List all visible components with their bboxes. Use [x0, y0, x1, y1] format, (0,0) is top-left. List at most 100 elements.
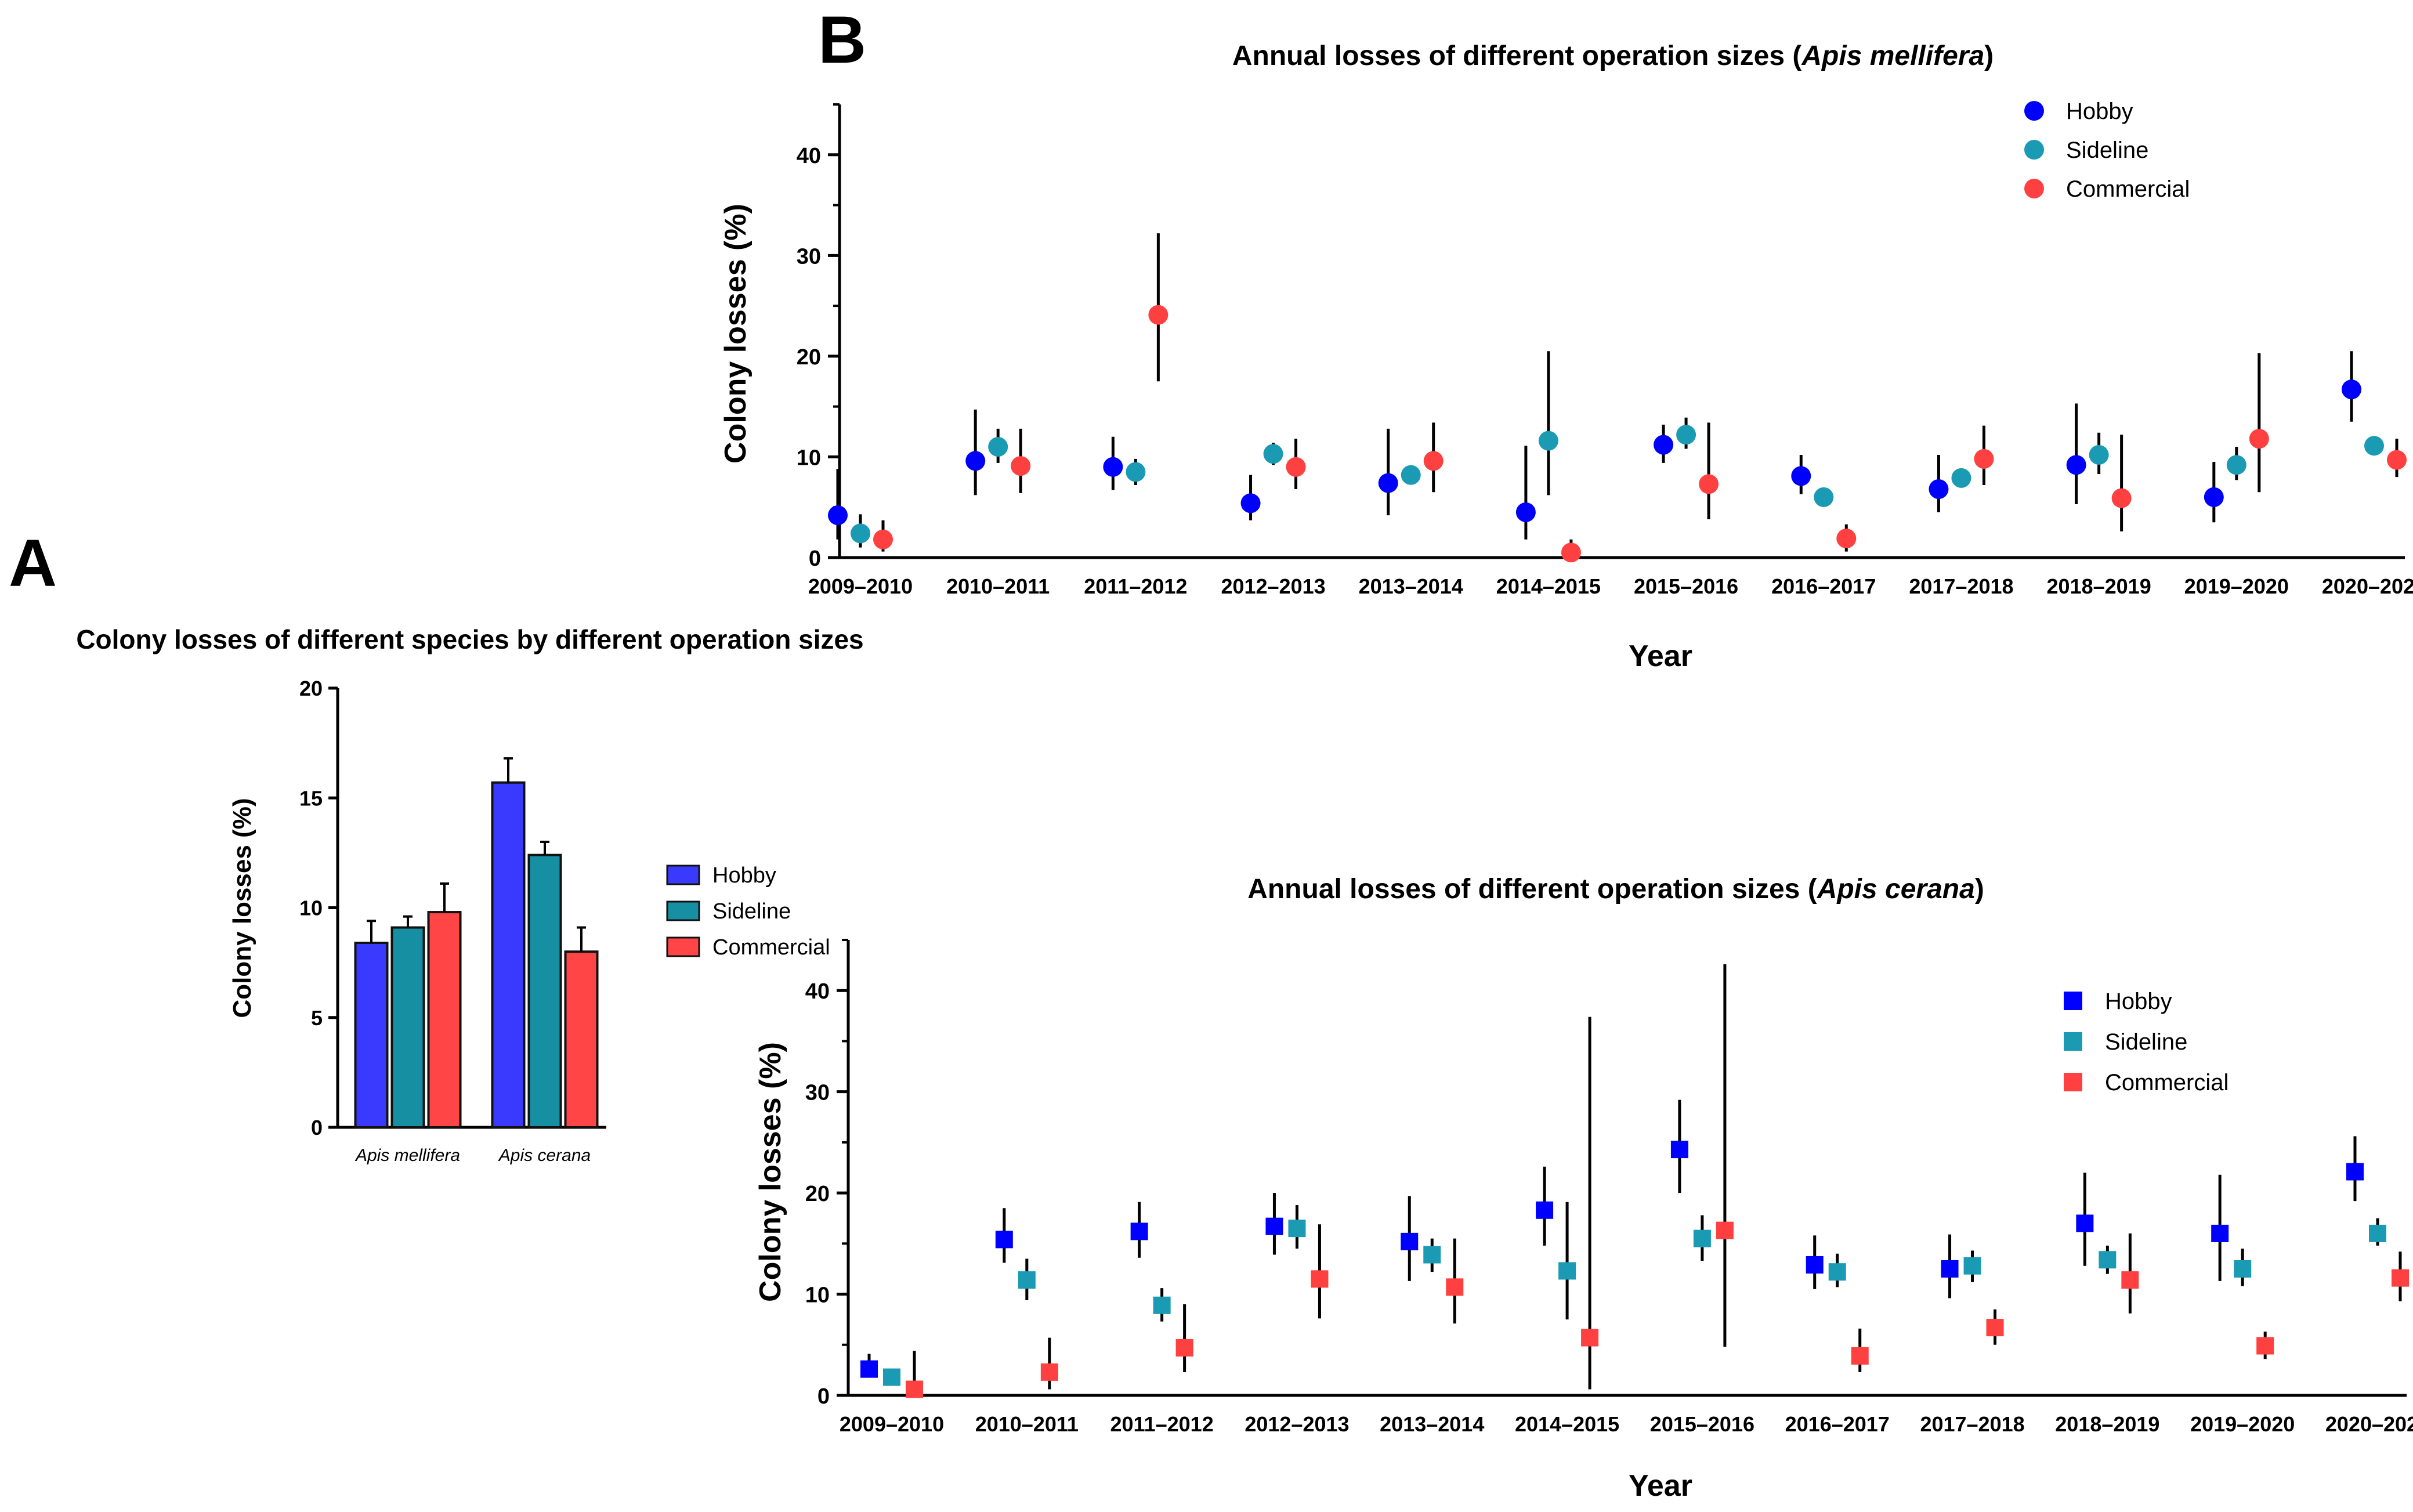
b1-x-tick-label: 2016–2017 — [1771, 574, 1876, 598]
b1-point-commercial — [1286, 457, 1306, 477]
b2-point-sideline — [1558, 1262, 1576, 1280]
b2-y-tick-label: 40 — [805, 979, 830, 1004]
b2-point-hobby — [995, 1231, 1013, 1249]
b1-point-commercial — [2111, 488, 2132, 508]
b2-x-tick-label: 2011–2012 — [1110, 1412, 1214, 1436]
panel-b1-title-suffix: ) — [1984, 41, 1994, 71]
b2-point-sideline — [1153, 1296, 1171, 1314]
b1-point-sideline — [1814, 487, 1834, 507]
b1-y-tick-label: 10 — [797, 446, 821, 470]
b2-point-hobby — [1401, 1232, 1419, 1250]
b1-point-sideline — [1538, 431, 1558, 451]
b1-x-tick-label: 2011–2012 — [1084, 574, 1187, 598]
b2-y-tick-label: 0 — [817, 1384, 830, 1409]
b2-x-tick-label: 2014–2015 — [1515, 1412, 1619, 1436]
b2-point-sideline — [2099, 1251, 2117, 1269]
b1-point-hobby — [1654, 435, 1674, 455]
legend-label-sideline: Sideline — [2066, 138, 2148, 163]
b2-point-sideline — [1963, 1257, 1981, 1275]
b2-x-tick-label: 2016–2017 — [1785, 1412, 1890, 1436]
panel-b2-marks — [860, 964, 2409, 1398]
legend-swatch-hobby — [666, 864, 700, 885]
legend-marker-hobby — [2024, 101, 2044, 121]
b1-point-hobby — [1929, 479, 1949, 499]
b1-point-sideline — [851, 523, 870, 544]
legend-marker-commercial — [2064, 1073, 2082, 1091]
b2-x-tick-label: 2009–2010 — [840, 1412, 944, 1436]
panel-b2-x-axis-label: Year — [1629, 1469, 1692, 1503]
b1-point-sideline — [1676, 425, 1696, 445]
b1-point-commercial — [1836, 529, 1857, 549]
b2-point-commercial — [906, 1380, 923, 1398]
legend-label-commercial: Commercial — [2105, 1070, 2229, 1095]
panel-b1-y-axis-label: Colony losses (%) — [719, 204, 753, 464]
panel-b-cerana-chart: Annual losses of different operation siz… — [754, 874, 2413, 1503]
legend-marker-hobby — [2064, 992, 2082, 1010]
b1-x-tick-label: 2009–2010 — [808, 574, 913, 598]
b1-point-hobby — [1791, 466, 1811, 486]
panel-a-bar-chart: Colony losses of different species by di… — [76, 624, 863, 1165]
panel-letter-b: B — [818, 3, 866, 77]
legend-label-hobby: Hobby — [2105, 989, 2172, 1014]
b2-point-commercial — [1311, 1270, 1329, 1288]
panel-a-y-tick-label: 15 — [299, 786, 323, 810]
legend-marker-commercial — [2024, 179, 2044, 198]
b1-y-tick-label: 40 — [797, 144, 821, 168]
b1-x-tick-label: 2020–2021 — [2322, 574, 2413, 598]
b1-point-commercial — [2249, 429, 2269, 449]
b1-point-sideline — [1401, 465, 1421, 485]
b1-y-tick-label: 0 — [809, 547, 821, 571]
b2-point-sideline — [2369, 1224, 2386, 1242]
b1-point-commercial — [1699, 474, 1719, 494]
panel-a-bar-hobby — [354, 942, 389, 1129]
panel-a-y-tick-label: 0 — [311, 1116, 323, 1140]
b1-y-tick-label: 30 — [797, 244, 821, 269]
b1-y-tick-label: 20 — [797, 345, 821, 370]
b1-x-tick-label: 2015–2016 — [1634, 574, 1738, 598]
b2-point-hobby — [1265, 1217, 1283, 1235]
legend-marker-sideline — [2064, 1032, 2082, 1051]
b1-point-commercial — [1423, 451, 1444, 471]
b1-point-commercial — [2387, 450, 2407, 470]
b2-x-tick-label: 2018–2019 — [2055, 1412, 2159, 1436]
b2-x-tick-label: 2010–2011 — [975, 1412, 1079, 1436]
panel-a-category-label: Apis mellifera — [354, 1146, 460, 1165]
b1-point-commercial — [1561, 542, 1581, 563]
b2-point-commercial — [1040, 1363, 1058, 1381]
b2-x-tick-label: 2012–2013 — [1245, 1412, 1349, 1436]
legend-label-hobby: Hobby — [712, 863, 776, 888]
b2-point-hobby — [1941, 1260, 1959, 1278]
panel-b2-axes: 0 10 20 30 40 2009–2010 2010–2011 2011–2012 2012… — [805, 939, 2413, 1436]
b1-point-hobby — [965, 451, 986, 471]
panel-b1-title: Annual losses of different operation siz… — [1232, 41, 1994, 71]
b2-point-commercial — [1175, 1339, 1193, 1357]
b1-x-tick-label: 2012–2013 — [1221, 574, 1325, 598]
panel-letter-a: A — [9, 526, 57, 601]
b1-point-hobby — [1378, 473, 1398, 493]
panel-a-bar-sideline — [390, 926, 425, 1128]
b1-point-hobby — [2066, 455, 2086, 475]
b1-x-tick-label: 2018–2019 — [2047, 574, 2151, 598]
panel-b2-title-suffix: ) — [1975, 874, 1984, 905]
legend-label-hobby: Hobby — [2066, 99, 2133, 124]
panel-a-bar-hobby — [491, 781, 526, 1128]
b1-point-sideline — [1263, 444, 1283, 464]
b2-point-commercial — [2392, 1269, 2409, 1287]
b2-point-sideline — [1288, 1220, 1306, 1238]
panel-a-legend: Hobby Sideline Commercial — [666, 863, 830, 960]
b1-point-sideline — [988, 437, 1008, 457]
b2-point-sideline — [883, 1368, 900, 1386]
b1-point-hobby — [2204, 487, 2224, 507]
b2-x-tick-label: 2017–2018 — [1920, 1412, 2024, 1436]
b2-x-tick-label: 2015–2016 — [1650, 1412, 1754, 1436]
b2-y-tick-label: 10 — [805, 1283, 830, 1308]
b2-point-sideline — [1423, 1246, 1441, 1264]
legend-swatch-commercial — [666, 936, 700, 957]
b1-point-hobby — [1103, 457, 1123, 477]
panel-a-bar-sideline — [527, 853, 562, 1129]
b1-point-sideline — [1951, 468, 1971, 488]
b1-point-sideline — [2364, 436, 2384, 456]
b2-point-hobby — [2076, 1214, 2094, 1232]
legend-swatch-sideline — [666, 900, 700, 921]
